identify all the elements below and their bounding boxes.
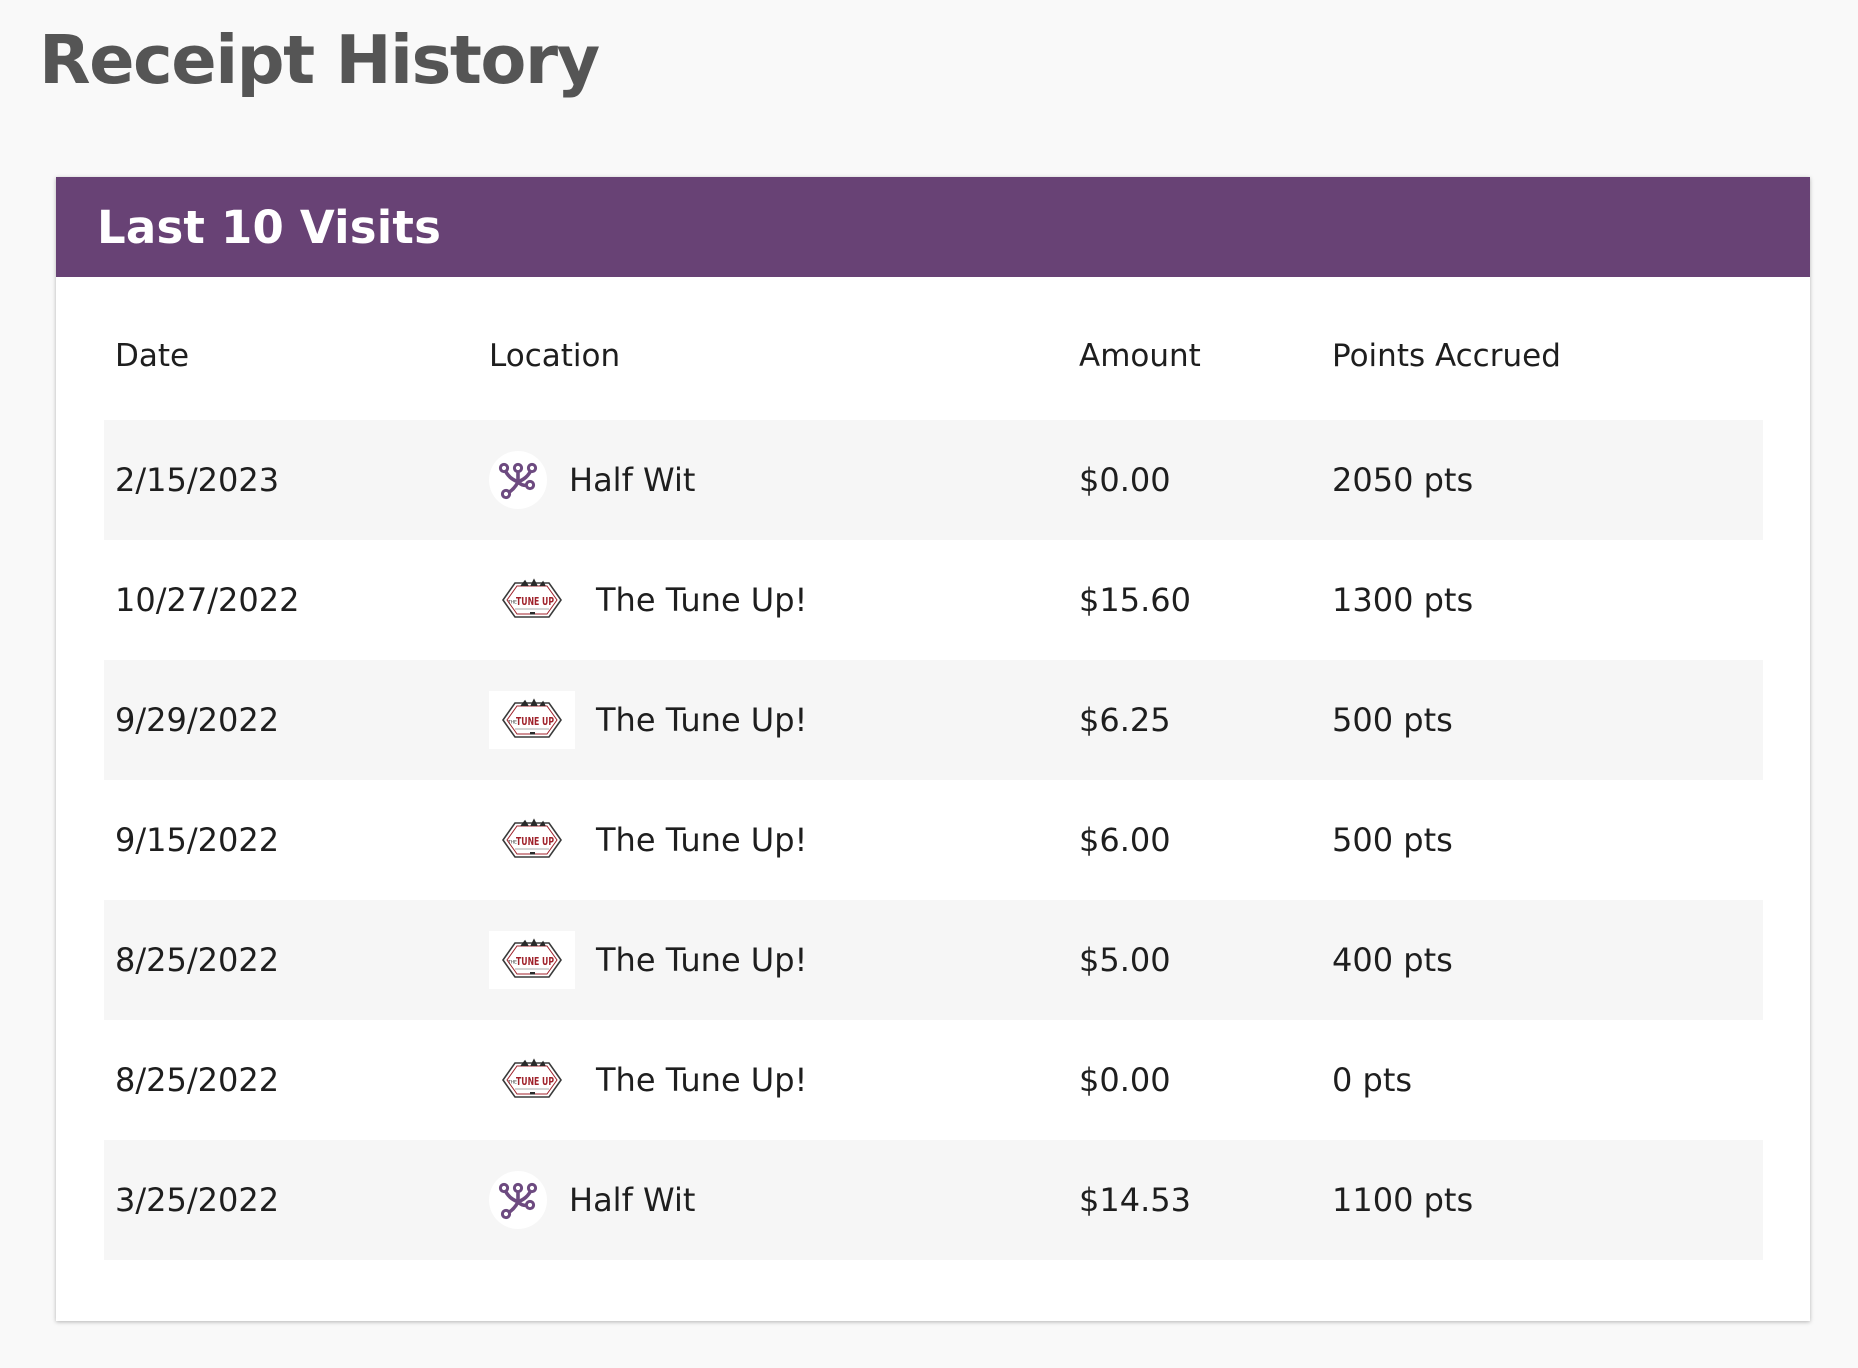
table-row: 3/25/2022 Half Wit $14.53 1100 pts bbox=[104, 1140, 1763, 1260]
location-name: The Tune Up! bbox=[596, 701, 808, 739]
visit-date: 2/15/2023 bbox=[115, 461, 280, 499]
column-header-points: Points Accrued bbox=[1332, 338, 1561, 374]
location-name: Half Wit bbox=[569, 461, 696, 499]
location-name: The Tune Up! bbox=[596, 581, 808, 619]
svg-text:TUNE UP: TUNE UP bbox=[516, 596, 554, 608]
svg-text:TUNE UP: TUNE UP bbox=[516, 1076, 554, 1088]
visit-date: 3/25/2022 bbox=[115, 1181, 280, 1219]
visit-location: THE TUNE UP The Tune Up! bbox=[478, 1051, 1068, 1109]
svg-text:THE: THE bbox=[507, 720, 517, 726]
visit-amount: $14.53 bbox=[1079, 1181, 1191, 1219]
half-wit-logo bbox=[489, 451, 547, 509]
visit-date: 8/25/2022 bbox=[115, 1061, 280, 1099]
table-row: 8/25/2022 THE TUNE UP The Tune Up! $0.00 0… bbox=[104, 1020, 1763, 1140]
card-title: Last 10 Visits bbox=[97, 200, 442, 254]
visit-location: Half Wit bbox=[478, 1171, 1068, 1229]
column-header-date: Date bbox=[115, 338, 190, 374]
visit-amount: $15.60 bbox=[1079, 581, 1191, 619]
visit-amount: $6.25 bbox=[1079, 701, 1171, 739]
tune-up-logo: THE TUNE UP bbox=[489, 571, 575, 629]
visit-amount: $0.00 bbox=[1079, 461, 1171, 499]
visit-points: 1100 pts bbox=[1332, 1181, 1474, 1219]
card-header: Last 10 Visits bbox=[56, 177, 1810, 277]
visit-amount: $0.00 bbox=[1079, 1061, 1171, 1099]
half-wit-logo bbox=[489, 1171, 547, 1229]
tune-up-logo: THE TUNE UP bbox=[489, 1051, 575, 1109]
svg-text:TUNE UP: TUNE UP bbox=[516, 836, 554, 848]
visit-points: 0 pts bbox=[1332, 1061, 1413, 1099]
location-name: The Tune Up! bbox=[596, 821, 808, 859]
visit-points: 500 pts bbox=[1332, 701, 1453, 739]
visit-date: 8/25/2022 bbox=[115, 941, 280, 979]
visit-points: 400 pts bbox=[1332, 941, 1453, 979]
visit-amount: $6.00 bbox=[1079, 821, 1171, 859]
visit-points: 2050 pts bbox=[1332, 461, 1474, 499]
tune-up-logo: THE TUNE UP bbox=[489, 811, 575, 869]
svg-text:TUNE UP: TUNE UP bbox=[516, 716, 554, 728]
tune-up-logo: THE TUNE UP bbox=[489, 931, 575, 989]
visit-location: THE TUNE UP The Tune Up! bbox=[478, 571, 1068, 629]
table-header-row: Date Location Amount Points Accrued bbox=[104, 334, 1763, 420]
receipt-table: Date Location Amount Points Accrued 2/15… bbox=[104, 334, 1763, 1260]
column-header-amount: Amount bbox=[1079, 338, 1201, 374]
visit-points: 1300 pts bbox=[1332, 581, 1474, 619]
svg-text:THE: THE bbox=[507, 840, 517, 846]
table-row: 9/29/2022 THE TUNE UP The Tune Up! $6.25 5… bbox=[104, 660, 1763, 780]
tune-up-logo: THE TUNE UP bbox=[489, 691, 575, 749]
location-name: The Tune Up! bbox=[596, 1061, 808, 1099]
table-row: 9/15/2022 THE TUNE UP The Tune Up! $6.00 5… bbox=[104, 780, 1763, 900]
table-body: 2/15/2023 Half Wit $0.00 2050 pts 10/27/202… bbox=[104, 420, 1763, 1260]
svg-text:TUNE UP: TUNE UP bbox=[516, 956, 554, 968]
location-name: Half Wit bbox=[569, 1181, 696, 1219]
visit-date: 9/29/2022 bbox=[115, 701, 280, 739]
svg-text:THE: THE bbox=[507, 600, 517, 606]
visit-date: 10/27/2022 bbox=[115, 581, 300, 619]
table-row: 10/27/2022 THE TUNE UP The Tune Up! $15.6… bbox=[104, 540, 1763, 660]
visit-points: 500 pts bbox=[1332, 821, 1453, 859]
visits-card: Last 10 Visits Date Location Amount Poin… bbox=[56, 177, 1810, 1321]
svg-text:THE: THE bbox=[507, 1080, 517, 1086]
location-name: The Tune Up! bbox=[596, 941, 808, 979]
svg-text:THE: THE bbox=[507, 960, 517, 966]
visit-location: THE TUNE UP The Tune Up! bbox=[478, 931, 1068, 989]
table-row: 2/15/2023 Half Wit $0.00 2050 pts bbox=[104, 420, 1763, 540]
visit-amount: $5.00 bbox=[1079, 941, 1171, 979]
page-title: Receipt History bbox=[39, 21, 600, 99]
table-row: 8/25/2022 THE TUNE UP The Tune Up! $5.00 4… bbox=[104, 900, 1763, 1020]
visit-location: THE TUNE UP The Tune Up! bbox=[478, 811, 1068, 869]
visit-date: 9/15/2022 bbox=[115, 821, 280, 859]
visit-location: Half Wit bbox=[478, 451, 1068, 509]
visit-location: THE TUNE UP The Tune Up! bbox=[478, 691, 1068, 749]
column-header-location: Location bbox=[489, 338, 621, 374]
